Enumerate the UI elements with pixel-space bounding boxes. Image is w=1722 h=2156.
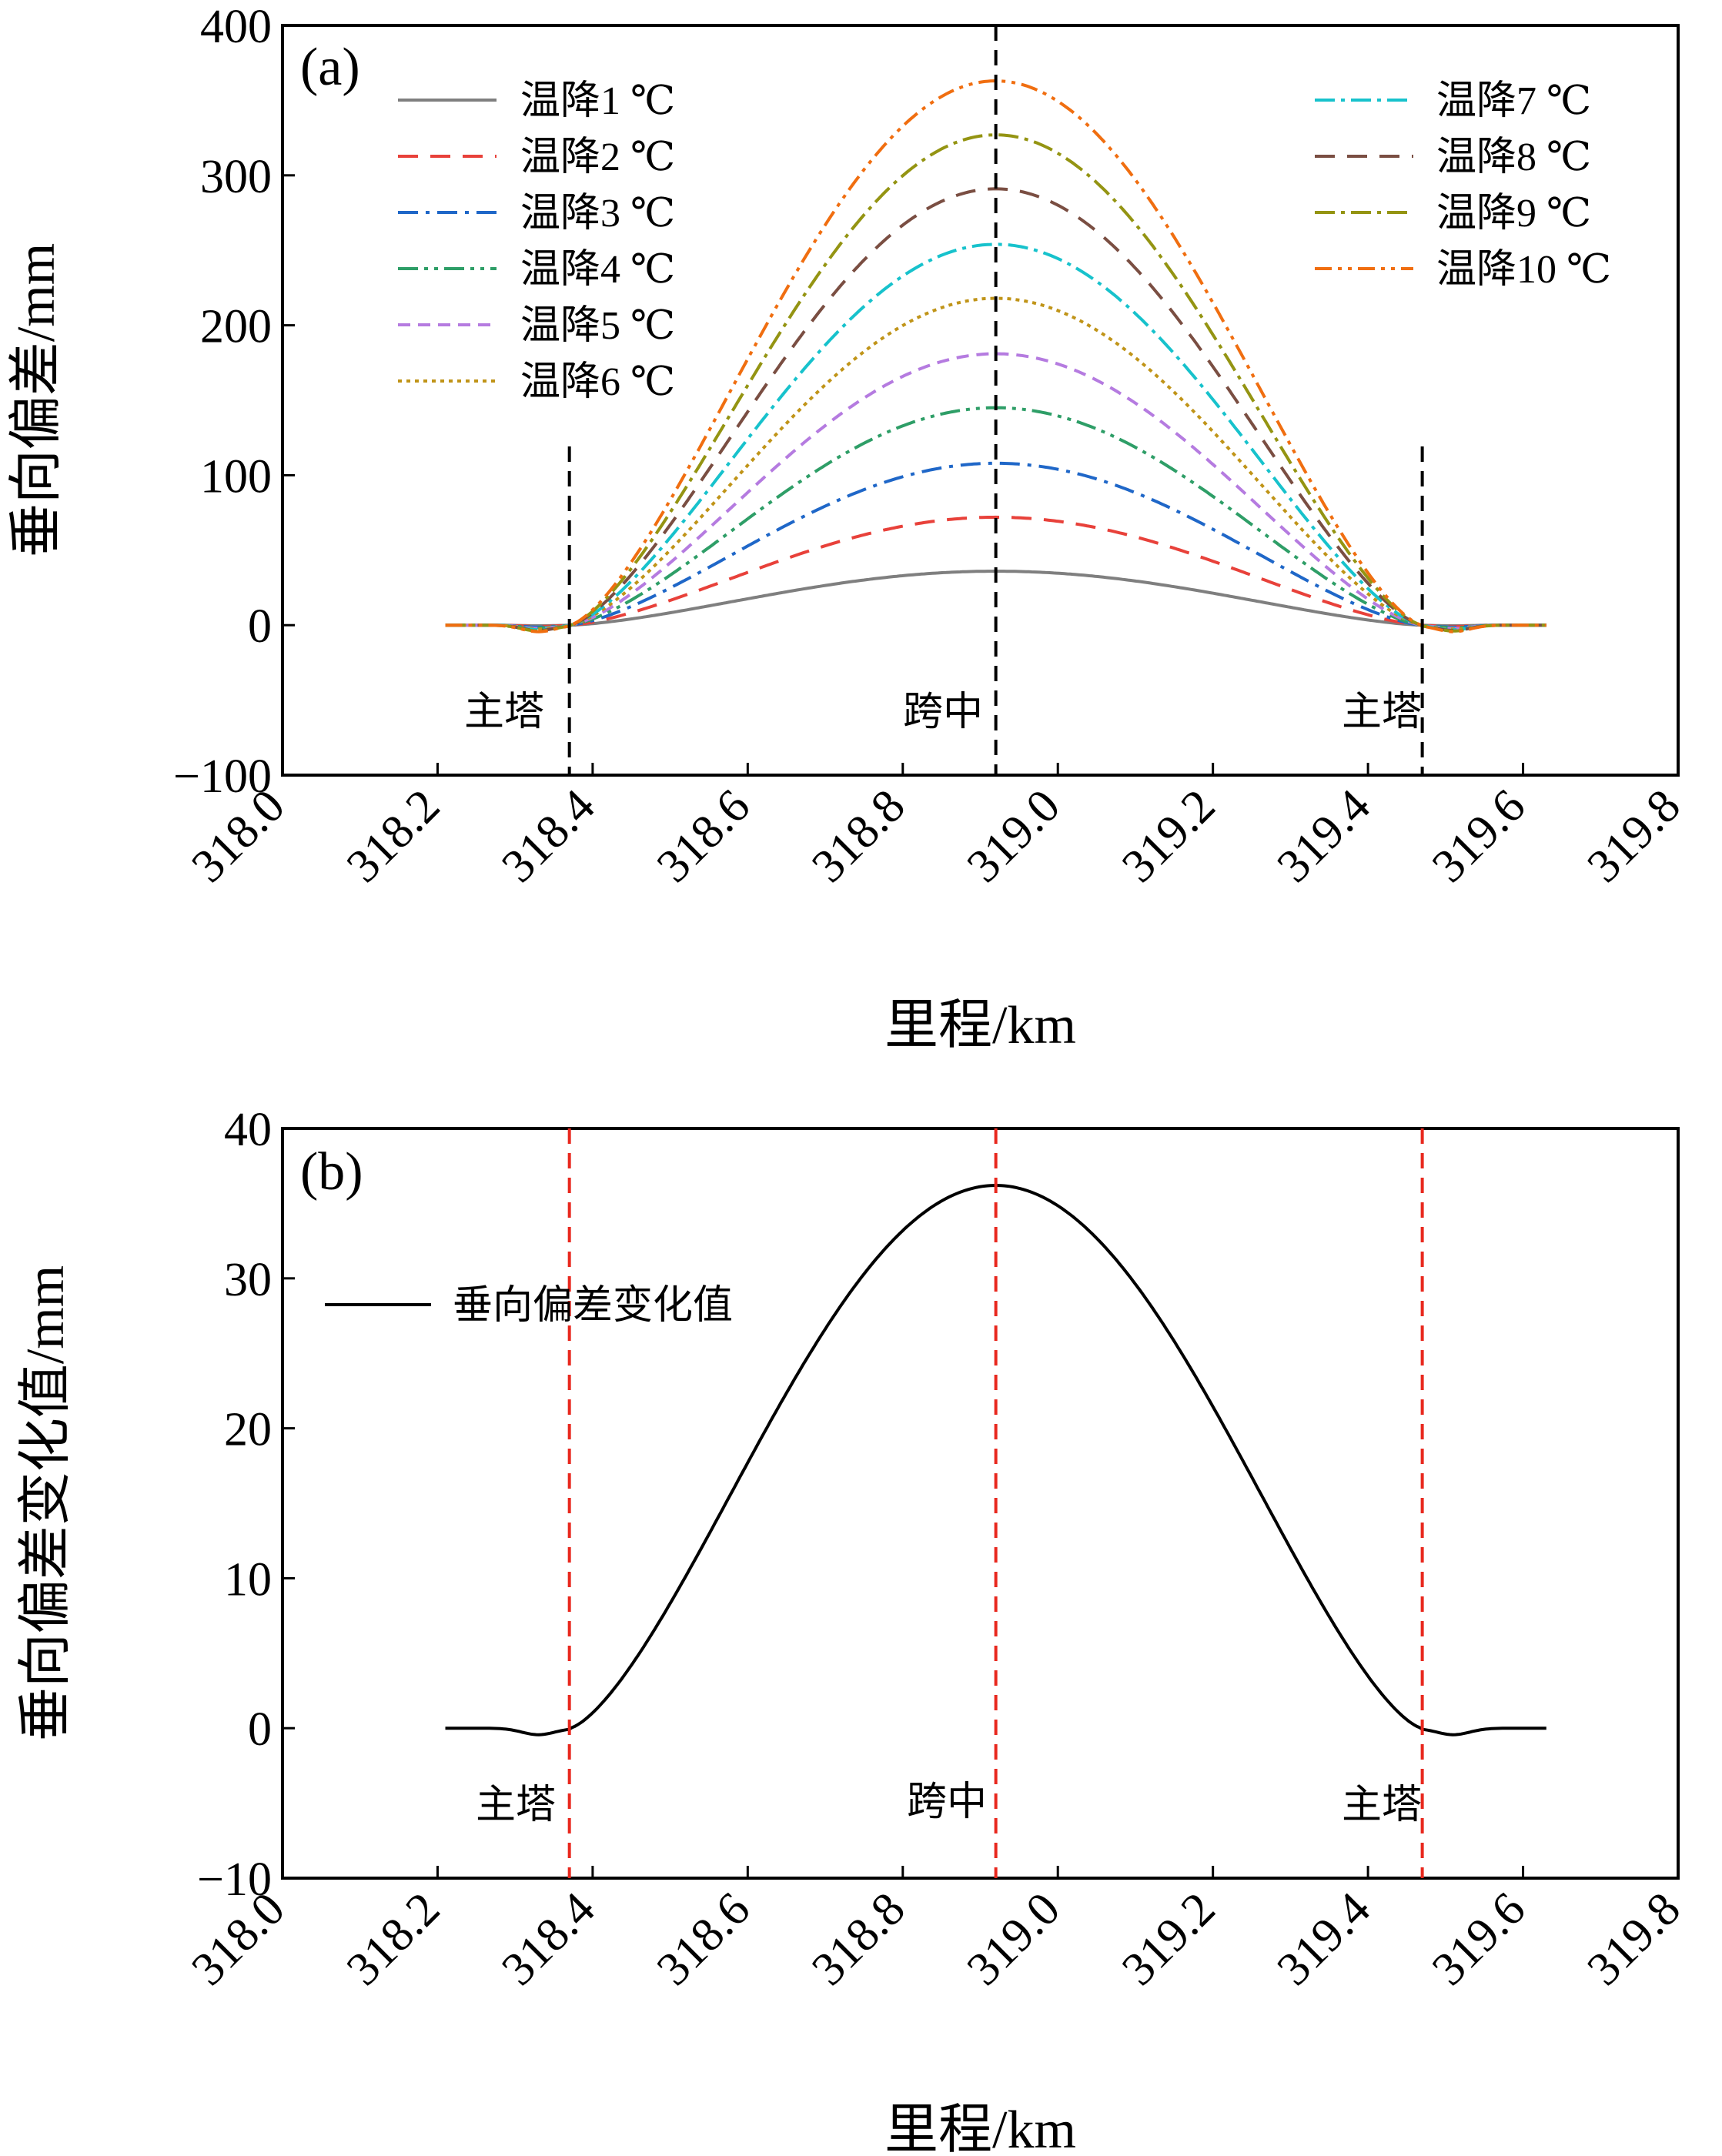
y-tick-label: −100 [173,750,272,803]
series-line [445,242,1546,632]
x-tick-label: 319.4 [1267,780,1380,893]
x-tick-label: 319.0 [957,1883,1070,1996]
series-line [445,515,1546,628]
x-tick-label: 318.6 [647,780,761,893]
y-tick-label: 200 [200,301,272,353]
y-tick-label: 400 [200,1,272,53]
y-axis-title: 垂向偏差/mm [7,243,66,557]
x-tick-label: 319.8 [1577,1883,1690,1996]
y-tick-label: 20 [224,1404,272,1456]
series-line [445,187,1546,633]
reference-label: 跨中 [907,1780,987,1824]
x-axis-title: 里程/km [884,996,1076,1055]
y-tick-label: 40 [224,1104,272,1156]
x-tick-label: 319.2 [1112,780,1225,893]
reference-label: 主塔 [464,690,544,734]
x-tick-label: 319.8 [1577,780,1690,893]
y-tick-label: 30 [224,1254,272,1306]
legend-label: 温降6 ℃ [520,360,675,404]
legend-label: 温降4 ℃ [520,248,675,292]
y-tick-label: 0 [248,1703,272,1756]
x-tick-label: 319.4 [1267,1883,1380,1996]
x-tick-label: 318.4 [492,1883,605,1996]
panel-b: 318.0 318.2 318.4 318.6 318.8 319.0 319.2 319.4… [16,1104,1690,2156]
x-tick-label: 318.2 [337,780,450,893]
y-tick-label: 300 [200,151,272,203]
legend-label: 温降8 ℃ [1436,135,1591,179]
legend-label: 温降1 ℃ [520,79,675,123]
x-tick-label: 318.2 [337,1883,450,1996]
x-tick-label: 318.8 [802,780,915,893]
y-tick-label: 100 [200,450,272,503]
legend-label: 温降10 ℃ [1436,248,1611,292]
series-line [445,296,1546,631]
legend-label: 垂向偏差变化值 [453,1284,733,1328]
reference-label: 主塔 [1342,690,1422,734]
y-axis-title: 垂向偏差变化值/mm [16,1265,75,1741]
x-tick-label: 318.8 [802,1883,915,1996]
y-tick-label: 0 [248,600,272,653]
series-line [445,133,1546,633]
legend-label: 温降9 ℃ [1436,192,1591,236]
y-tick-label: 10 [224,1553,272,1606]
panel-label: (a) [300,38,360,97]
legend-label: 温降3 ℃ [520,192,675,236]
legend-label: 温降7 ℃ [1436,79,1591,123]
x-tick-label: 319.0 [957,780,1070,893]
x-tick-label: 319.6 [1423,780,1536,893]
reference-label: 主塔 [476,1783,556,1827]
series-line [445,461,1546,629]
legend-label: 温降2 ℃ [520,135,675,179]
plot-frame [281,1127,1680,1880]
x-tick-label: 318.4 [492,780,605,893]
panel-a: 318.0 318.2 318.4 318.6 318.8 319.0 319.2 319.4… [7,1,1690,1055]
x-tick-label: 319.6 [1423,1883,1536,1996]
reference-label: 主塔 [1342,1783,1422,1827]
x-tick-label: 319.2 [1112,1883,1225,1996]
x-tick-label: 318.6 [647,1883,761,1996]
y-tick-label: −10 [197,1853,272,1906]
reference-label: 跨中 [903,690,983,734]
plot-frame [281,24,1680,777]
x-axis-title: 里程/km [884,2101,1076,2156]
series-line [445,352,1546,630]
legend-label: 温降5 ℃ [520,304,675,348]
panel-label: (b) [300,1142,363,1202]
